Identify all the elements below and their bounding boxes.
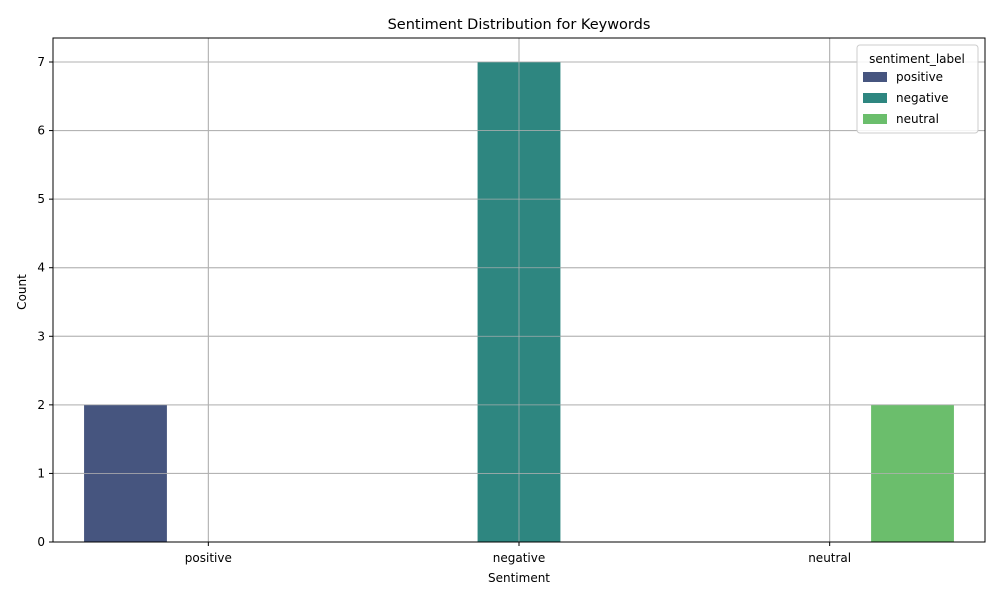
y-tick-label: 5 <box>37 192 45 206</box>
chart-title: Sentiment Distribution for Keywords <box>388 17 651 33</box>
y-tick-label: 2 <box>37 398 45 412</box>
legend-title: sentiment_label <box>869 52 965 66</box>
y-tick-label: 7 <box>37 55 45 69</box>
legend: sentiment_label positive negative neutral <box>856 44 979 134</box>
legend-label-neutral: neutral <box>896 112 939 126</box>
bar-layer <box>53 38 985 543</box>
legend-swatch-neutral <box>863 114 887 124</box>
y-tick-label: 1 <box>37 466 45 480</box>
y-tick-label: 0 <box>37 535 45 549</box>
legend-frame <box>856 44 979 134</box>
legend-swatch-positive <box>863 72 887 82</box>
x-tick-label: positive <box>185 551 232 565</box>
x-axis-label: Sentiment <box>488 571 550 585</box>
y-axis-label: Count <box>15 274 29 310</box>
y-tick-label: 4 <box>37 261 45 275</box>
x-tick-label: neutral <box>808 551 851 565</box>
legend-label-positive: positive <box>896 70 943 84</box>
legend-entries: positive negative neutral <box>863 70 948 126</box>
axis-layer: 0 1 2 3 4 5 6 7 positive negative neutral <box>37 37 986 565</box>
x-tick-label: negative <box>493 551 545 565</box>
legend-swatch-negative <box>863 93 887 103</box>
y-tick-label: 3 <box>37 329 45 343</box>
y-tick-label: 6 <box>37 124 45 138</box>
legend-label-negative: negative <box>896 91 948 105</box>
